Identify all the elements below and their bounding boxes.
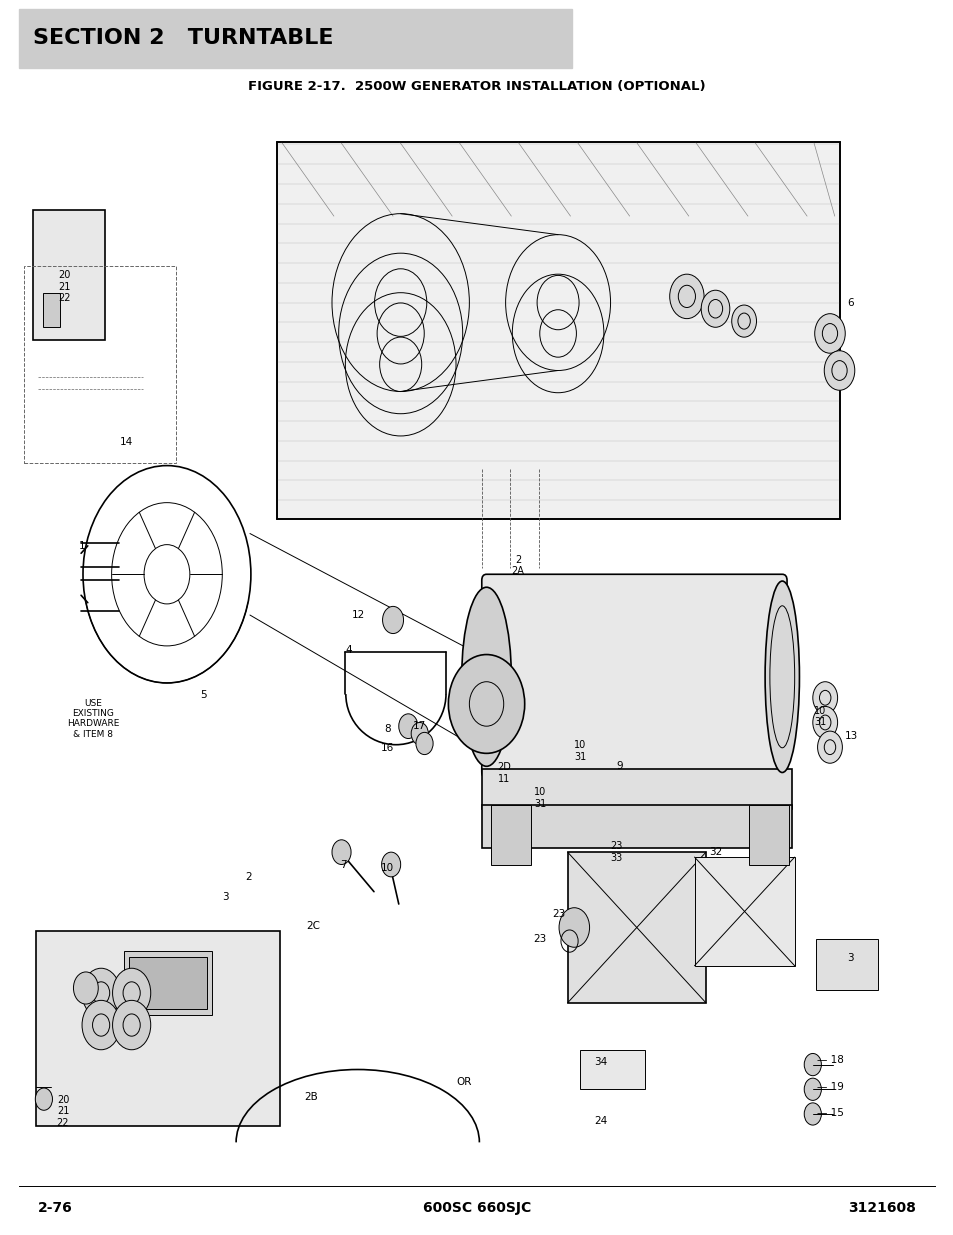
Text: — 18: — 18 bbox=[816, 1055, 842, 1065]
Text: 4: 4 bbox=[346, 645, 352, 655]
Circle shape bbox=[35, 1088, 52, 1110]
Circle shape bbox=[814, 314, 844, 353]
Circle shape bbox=[817, 731, 841, 763]
Bar bbox=[579, 1050, 644, 1089]
Circle shape bbox=[731, 305, 756, 337]
Circle shape bbox=[700, 290, 729, 327]
Bar bbox=[33, 210, 105, 340]
Text: 32: 32 bbox=[708, 847, 721, 857]
Text: 3121608: 3121608 bbox=[847, 1200, 915, 1215]
Bar bbox=[43, 293, 60, 327]
Circle shape bbox=[669, 274, 703, 319]
Circle shape bbox=[112, 968, 151, 1018]
Bar bbox=[491, 805, 531, 864]
Circle shape bbox=[398, 714, 417, 739]
Circle shape bbox=[381, 852, 400, 877]
Circle shape bbox=[416, 732, 433, 755]
Text: 17: 17 bbox=[413, 721, 426, 731]
Bar bbox=[748, 805, 788, 864]
Circle shape bbox=[332, 840, 351, 864]
Text: 16: 16 bbox=[380, 743, 394, 753]
FancyBboxPatch shape bbox=[19, 9, 572, 68]
Text: 23: 23 bbox=[552, 909, 565, 919]
Circle shape bbox=[803, 1053, 821, 1076]
Text: 2D
11: 2D 11 bbox=[497, 762, 510, 784]
Bar bbox=[24, 266, 176, 463]
Text: 5: 5 bbox=[200, 690, 206, 700]
Ellipse shape bbox=[764, 582, 799, 773]
Text: 24: 24 bbox=[594, 1116, 607, 1126]
Text: 9: 9 bbox=[617, 761, 622, 771]
Text: 8: 8 bbox=[384, 724, 390, 734]
Text: 10
31: 10 31 bbox=[534, 787, 545, 809]
Circle shape bbox=[112, 1000, 151, 1050]
Text: 20
21
22: 20 21 22 bbox=[56, 1095, 70, 1128]
Text: 10
31: 10 31 bbox=[574, 740, 585, 762]
Circle shape bbox=[411, 722, 428, 745]
Circle shape bbox=[812, 682, 837, 714]
Bar bbox=[124, 951, 212, 1015]
Circle shape bbox=[73, 972, 98, 1004]
Text: USE
EXISTING
HARDWARE
& ITEM 8: USE EXISTING HARDWARE & ITEM 8 bbox=[68, 699, 119, 739]
Text: 3: 3 bbox=[222, 892, 228, 902]
Circle shape bbox=[82, 968, 120, 1018]
Bar bbox=[694, 857, 794, 966]
Bar bbox=[36, 931, 279, 1126]
Text: 12: 12 bbox=[352, 610, 365, 620]
Text: 2B: 2B bbox=[304, 1092, 317, 1102]
Circle shape bbox=[812, 706, 837, 739]
Text: 2: 2 bbox=[246, 872, 252, 882]
FancyBboxPatch shape bbox=[481, 574, 786, 778]
Text: — 19: — 19 bbox=[816, 1082, 842, 1092]
Circle shape bbox=[803, 1078, 821, 1100]
Text: 1: 1 bbox=[79, 541, 85, 551]
Circle shape bbox=[823, 351, 854, 390]
Text: 7: 7 bbox=[340, 860, 346, 869]
Circle shape bbox=[803, 1103, 821, 1125]
Text: 3: 3 bbox=[847, 953, 853, 963]
Text: 2C: 2C bbox=[306, 921, 319, 931]
Text: 2-76: 2-76 bbox=[38, 1200, 72, 1215]
Text: 10
31: 10 31 bbox=[814, 705, 825, 727]
Text: 10: 10 bbox=[380, 863, 394, 873]
Text: 6: 6 bbox=[847, 298, 853, 308]
Circle shape bbox=[382, 606, 403, 634]
Circle shape bbox=[82, 1000, 120, 1050]
Circle shape bbox=[558, 908, 589, 947]
Bar bbox=[481, 769, 791, 809]
Text: 23: 23 bbox=[533, 934, 546, 944]
Bar bbox=[815, 939, 877, 990]
Text: 600SC 660SJC: 600SC 660SJC bbox=[422, 1200, 531, 1215]
Text: 14: 14 bbox=[120, 437, 133, 447]
Polygon shape bbox=[276, 142, 839, 519]
Circle shape bbox=[448, 655, 524, 753]
Text: 2
2A: 2 2A bbox=[511, 555, 524, 577]
Text: 13: 13 bbox=[843, 731, 857, 741]
Bar bbox=[567, 852, 705, 1003]
Bar bbox=[129, 957, 207, 1009]
Text: 23
33: 23 33 bbox=[610, 841, 621, 863]
Text: OR: OR bbox=[456, 1077, 471, 1087]
Bar bbox=[481, 805, 791, 848]
Text: 34: 34 bbox=[594, 1057, 607, 1067]
Ellipse shape bbox=[461, 588, 511, 766]
Text: SECTION 2   TURNTABLE: SECTION 2 TURNTABLE bbox=[33, 28, 334, 48]
Text: — 15: — 15 bbox=[816, 1108, 842, 1118]
Text: 20
21
22: 20 21 22 bbox=[58, 270, 71, 303]
Text: FIGURE 2-17.  2500W GENERATOR INSTALLATION (OPTIONAL): FIGURE 2-17. 2500W GENERATOR INSTALLATIO… bbox=[248, 80, 705, 94]
